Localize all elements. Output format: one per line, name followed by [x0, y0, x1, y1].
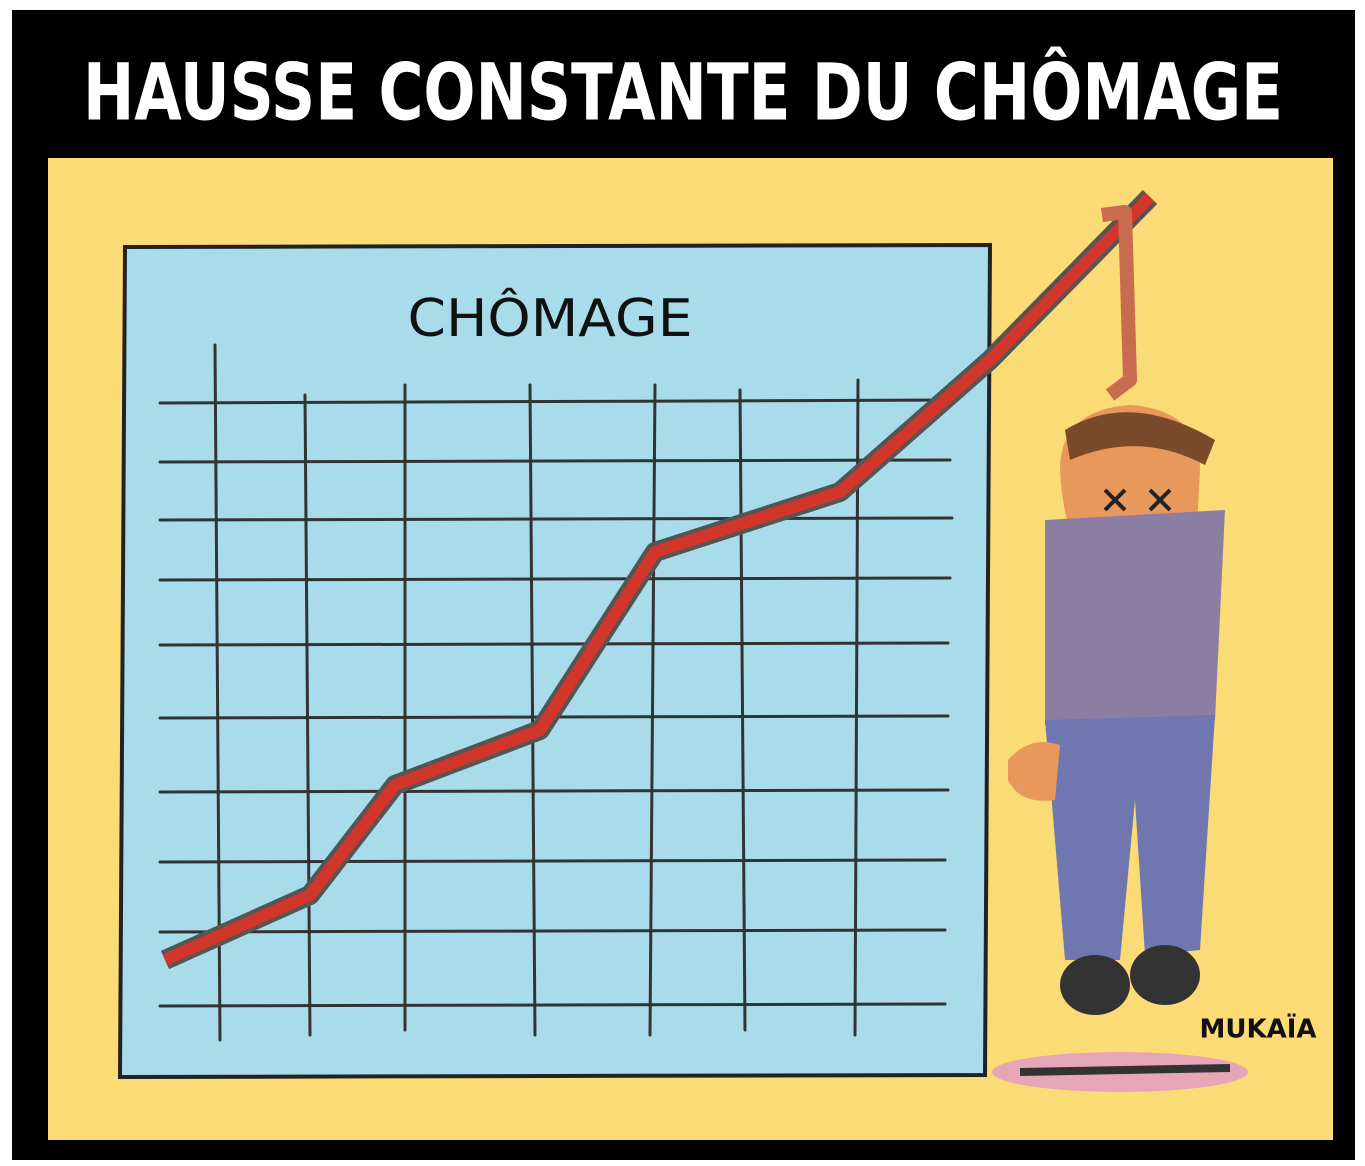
grid-line — [160, 460, 950, 462]
grid-line — [160, 518, 952, 520]
page: HAUSSE CONSTANTE DU CHÔMAGE CHÔMAGE MUKA… — [0, 0, 1365, 1166]
chart-board — [120, 245, 990, 1077]
grid-line — [160, 643, 948, 645]
board-title: CHÔMAGE — [408, 287, 693, 349]
cartoon: HAUSSE CONSTANTE DU CHÔMAGE CHÔMAGE MUKA… — [0, 0, 1365, 1166]
shoe — [1130, 945, 1200, 1005]
grid-line — [160, 578, 950, 580]
grid-line — [160, 930, 945, 932]
signature: MUKAÏA — [1199, 1013, 1316, 1045]
grid-line — [160, 790, 948, 792]
grid-line — [160, 860, 945, 862]
grid-line — [160, 1004, 945, 1006]
shoe — [1060, 955, 1130, 1015]
shadow-line — [1020, 1068, 1230, 1072]
torso — [1045, 510, 1225, 725]
cartoon-title: HAUSSE CONSTANTE DU CHÔMAGE — [83, 46, 1283, 138]
